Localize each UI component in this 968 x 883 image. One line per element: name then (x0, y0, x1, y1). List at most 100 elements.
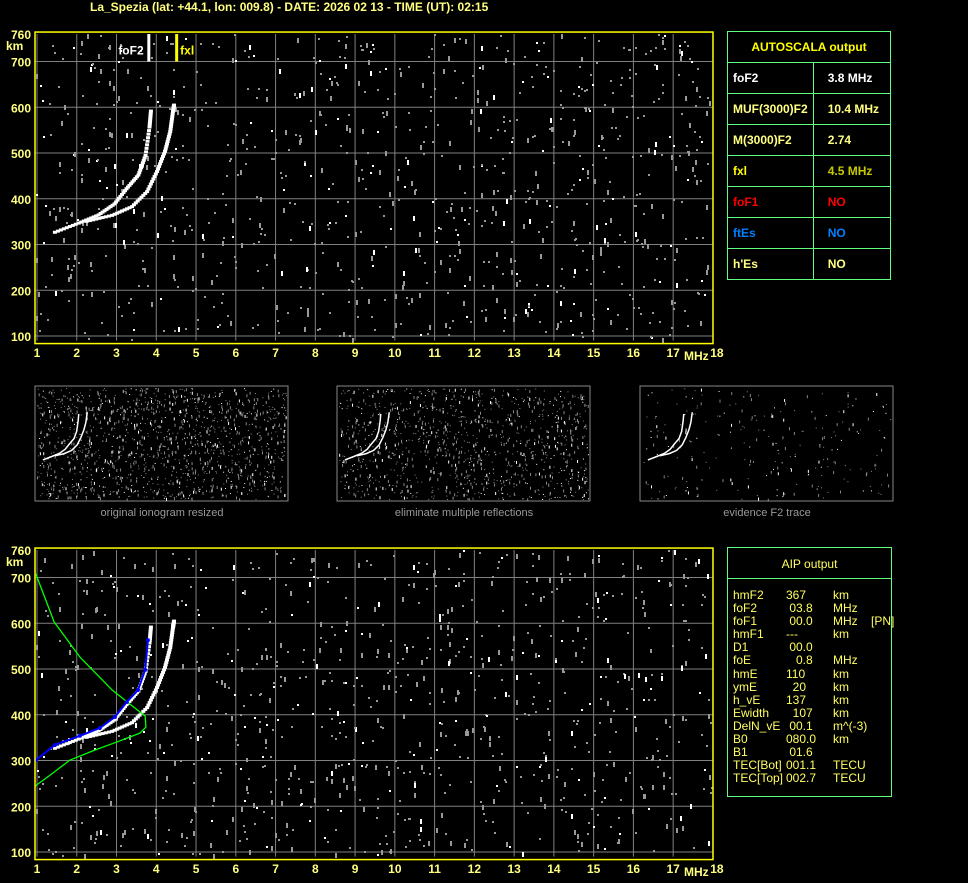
noise-dot (315, 272, 317, 274)
noise-dot (130, 453, 132, 455)
noise-dot (132, 492, 134, 494)
noise-dot (531, 409, 533, 413)
noise-dot (221, 302, 223, 304)
noise-dot (185, 472, 187, 474)
noise-dot (173, 274, 175, 279)
noise-dot (92, 815, 94, 817)
noise-dot (126, 716, 128, 718)
noise-dot (102, 389, 104, 391)
noise-dot (372, 460, 374, 462)
aip-row: foE 0.8 MHz (733, 654, 891, 667)
noise-dot (473, 463, 475, 467)
noise-dot (37, 471, 39, 473)
noise-dot (310, 569, 312, 571)
noise-dot (409, 401, 411, 405)
noise-dot (329, 222, 331, 224)
noise-dot (689, 123, 691, 128)
noise-dot (383, 430, 385, 432)
noise-dot (785, 402, 787, 406)
noise-dot (572, 334, 574, 336)
noise-dot (261, 611, 263, 613)
noise-dot (141, 435, 143, 439)
noise-dot (429, 773, 431, 775)
noise-dot (216, 472, 218, 474)
noise-dot (414, 474, 416, 476)
noise-dot (744, 459, 746, 461)
noise-dot (72, 412, 74, 414)
noise-dot (186, 479, 188, 481)
noise-dot (123, 557, 125, 559)
noise-dot (682, 826, 684, 831)
noise-dot (68, 277, 70, 282)
noise-dot (538, 401, 540, 405)
noise-dot (353, 390, 355, 394)
noise-dot (113, 104, 115, 106)
noise-dot (463, 493, 465, 497)
noise-dot (694, 131, 696, 133)
noise-dot (484, 469, 486, 471)
noise-dot (122, 180, 124, 185)
noise-dot (676, 403, 678, 405)
trace-point (155, 685, 160, 689)
noise-dot (191, 819, 193, 821)
noise-dot (392, 484, 394, 486)
noise-dot (229, 403, 231, 405)
noise-dot (224, 683, 226, 688)
noise-dot (498, 498, 500, 500)
noise-dot (313, 576, 315, 578)
noise-dot (156, 457, 158, 459)
noise-dot (214, 392, 216, 394)
noise-dot (446, 453, 448, 455)
noise-dot (110, 801, 112, 806)
noise-dot (155, 431, 157, 433)
noise-dot (697, 488, 699, 490)
noise-dot (216, 445, 218, 449)
noise-dot (384, 444, 386, 446)
noise-dot (90, 446, 92, 448)
noise-dot (377, 390, 379, 394)
noise-dot (179, 492, 181, 496)
noise-dot (749, 446, 751, 448)
noise-dot (116, 493, 118, 495)
noise-dot (593, 826, 595, 828)
noise-dot (489, 419, 491, 423)
noise-dot (118, 455, 120, 459)
noise-dot (522, 469, 524, 471)
noise-dot (563, 411, 565, 415)
noise-dot (391, 390, 393, 392)
noise-dot (172, 240, 174, 242)
noise-dot (183, 86, 185, 88)
noise-dot (506, 470, 508, 474)
noise-dot (71, 403, 73, 405)
noise-dot (833, 471, 835, 475)
noise-dot (345, 460, 347, 464)
noise-dot (39, 330, 41, 332)
noise-dot (207, 462, 209, 466)
noise-dot (66, 484, 68, 486)
aip-row: hmF2 367 km (733, 588, 891, 602)
noise-dot (594, 790, 596, 792)
noise-dot (218, 411, 220, 413)
noise-dot (578, 616, 580, 618)
noise-dot (502, 273, 504, 275)
noise-dot (584, 107, 586, 109)
noise-dot (194, 807, 196, 812)
noise-dot (199, 411, 201, 413)
noise-dot (491, 422, 493, 424)
noise-dot (657, 498, 659, 500)
noise-dot (169, 437, 171, 441)
noise-dot (143, 476, 145, 478)
noise-dot (144, 396, 146, 398)
noise-dot (466, 441, 468, 443)
noise-dot (135, 389, 137, 391)
noise-dot (496, 266, 498, 268)
noise-dot (578, 850, 580, 852)
noise-dot (47, 458, 49, 460)
noise-dot (121, 477, 123, 479)
noise-dot (475, 418, 477, 420)
noise-dot (475, 396, 477, 398)
noise-dot (534, 489, 536, 493)
noise-dot (527, 498, 529, 502)
noise-dot (73, 428, 75, 430)
noise-dot (331, 81, 333, 86)
